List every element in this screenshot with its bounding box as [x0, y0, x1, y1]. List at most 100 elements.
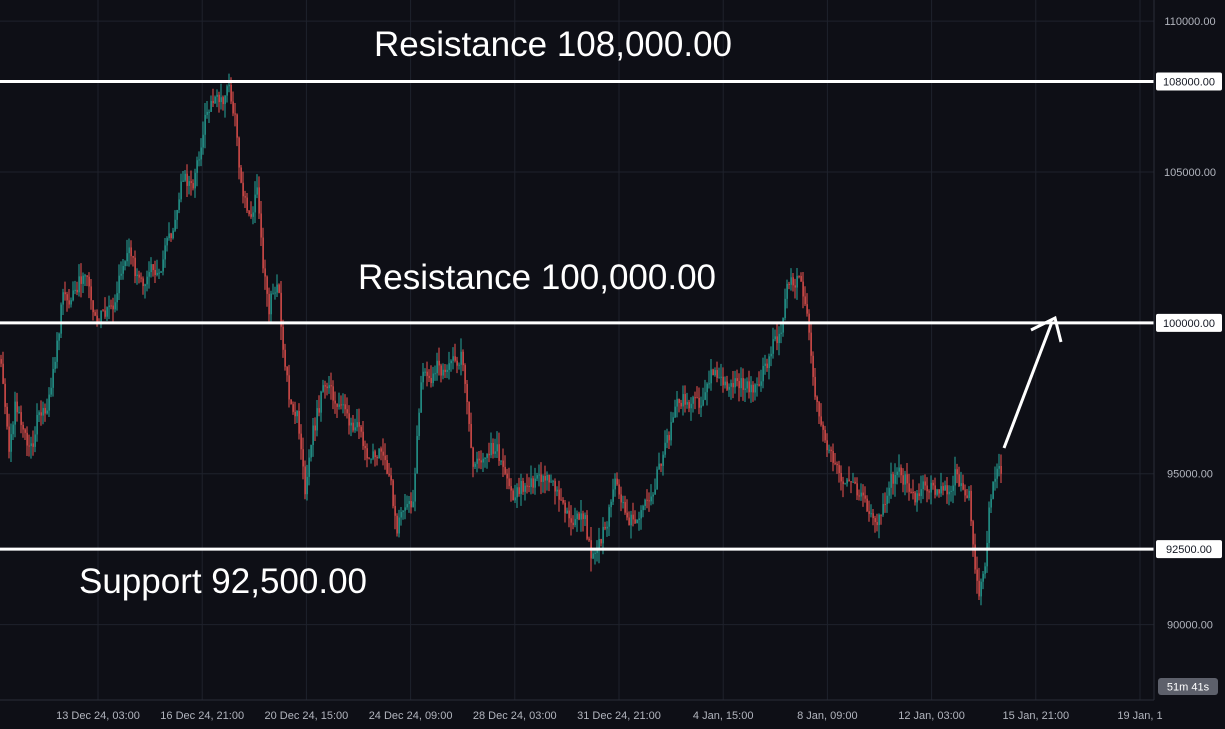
candle-body [256, 187, 258, 195]
candle-body [692, 397, 694, 404]
candle-body [356, 422, 358, 428]
candle-body [878, 514, 880, 526]
price-axis[interactable]: 110000.00 105000.00 95000.00 90000.00 [1164, 16, 1216, 631]
candle-body [80, 276, 82, 284]
candle-body [124, 261, 126, 267]
candle-body [938, 489, 940, 494]
level-tag-bg [1156, 313, 1222, 332]
candle-body [946, 485, 948, 495]
candle-body [638, 518, 640, 520]
candle-body [800, 275, 802, 282]
level-tag-text: 92500.00 [1166, 544, 1212, 556]
candle-body [60, 304, 62, 334]
candle-body [828, 449, 830, 451]
time-tick-label: 19 Jan, 1 [1117, 710, 1162, 722]
candle-body [266, 276, 268, 294]
candle-body [134, 257, 136, 276]
candle-body [454, 356, 456, 361]
candle-body [616, 478, 618, 485]
candle-body [662, 454, 664, 466]
candle-body [96, 315, 98, 322]
candle-body [842, 481, 844, 484]
candle-body [238, 137, 240, 168]
candle-body [244, 196, 246, 198]
candle-body [528, 486, 530, 488]
candle-body [892, 474, 894, 484]
candle-body [970, 490, 972, 522]
candle-body [58, 333, 60, 341]
candle-body [62, 292, 64, 305]
candle-body [952, 485, 954, 491]
candle-body [660, 463, 662, 466]
candle-body [788, 283, 790, 285]
candle-body [862, 492, 864, 496]
candle-body [550, 481, 552, 483]
candle-body [698, 397, 700, 408]
candle-body [102, 310, 104, 312]
candle-body [184, 173, 186, 181]
candle-body [578, 513, 580, 520]
candle-body [130, 247, 132, 257]
candle-body [606, 526, 608, 529]
countdown-badge: 51m 41s [1158, 678, 1218, 695]
candle-body [926, 485, 928, 492]
candle-body [2, 363, 4, 384]
candle-body [772, 339, 774, 354]
candle-body [402, 510, 404, 512]
candle-body [934, 485, 936, 495]
candle-body [756, 384, 758, 386]
candle-body [648, 500, 650, 502]
candle-body [520, 480, 522, 494]
candle-body [496, 444, 498, 452]
candle-body [964, 489, 966, 496]
price-tick-label: 110000.00 [1164, 16, 1215, 28]
candle-body [198, 159, 200, 161]
candle-body [470, 423, 472, 448]
candle-body [500, 460, 502, 462]
candle-body [320, 391, 322, 413]
candle-body [784, 298, 786, 319]
candle-body [390, 475, 392, 481]
candle-body [176, 209, 178, 220]
candle-body [462, 351, 464, 366]
candle-body [676, 398, 678, 407]
support-92500-label: Support 92,500.00 [79, 562, 367, 601]
candle-body [122, 266, 124, 274]
candle-body [172, 230, 174, 239]
candle-body [998, 465, 1000, 469]
candle-body [726, 381, 728, 390]
candle-body [582, 513, 584, 520]
candle-body [984, 566, 986, 574]
candle-body [948, 491, 950, 495]
candle-body [650, 496, 652, 502]
candle-body [546, 474, 548, 481]
time-tick-label: 28 Dec 24, 03:00 [473, 710, 557, 722]
candle-body [658, 463, 660, 470]
candle-body [928, 491, 930, 493]
candle-body [322, 385, 324, 392]
candle-body [148, 272, 150, 277]
candle-body [162, 259, 164, 272]
candle-body [822, 424, 824, 430]
candle-body [974, 544, 976, 570]
candle-body [668, 435, 670, 441]
candle-body [268, 293, 270, 315]
candle-body [88, 276, 90, 287]
candle-body [996, 468, 998, 479]
candle-body [132, 256, 134, 258]
candle-body [252, 212, 254, 217]
candle-body [182, 180, 184, 182]
candle-body [870, 513, 872, 515]
candle-body [686, 402, 688, 405]
candle-body [810, 332, 812, 356]
time-axis[interactable]: 13 Dec 24, 03:00 16 Dec 24, 21:00 20 Dec 2… [56, 710, 1163, 722]
candle-body [740, 378, 742, 389]
candle-body [718, 377, 720, 379]
candle-body [864, 495, 866, 499]
candle-body [78, 276, 80, 293]
candle-body [318, 408, 320, 413]
price-tick-label: 90000.00 [1167, 620, 1213, 632]
candle-body [30, 443, 32, 447]
candle-body [34, 434, 36, 447]
